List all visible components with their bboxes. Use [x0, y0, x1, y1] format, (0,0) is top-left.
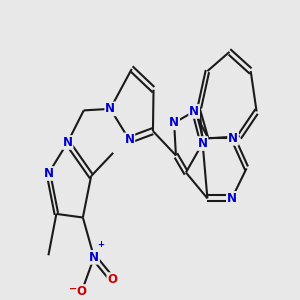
Text: N: N — [197, 137, 207, 150]
Text: N: N — [169, 116, 179, 129]
Text: N: N — [89, 251, 99, 264]
Text: N: N — [228, 132, 238, 145]
Text: N: N — [227, 192, 237, 205]
Text: N: N — [63, 136, 73, 149]
Text: N: N — [105, 102, 115, 116]
Text: O: O — [77, 285, 87, 298]
Text: N: N — [189, 105, 199, 118]
Text: O: O — [107, 273, 117, 286]
Text: N: N — [124, 134, 134, 146]
Text: N: N — [44, 167, 53, 180]
Text: +: + — [97, 240, 104, 249]
Text: −: − — [69, 284, 77, 294]
